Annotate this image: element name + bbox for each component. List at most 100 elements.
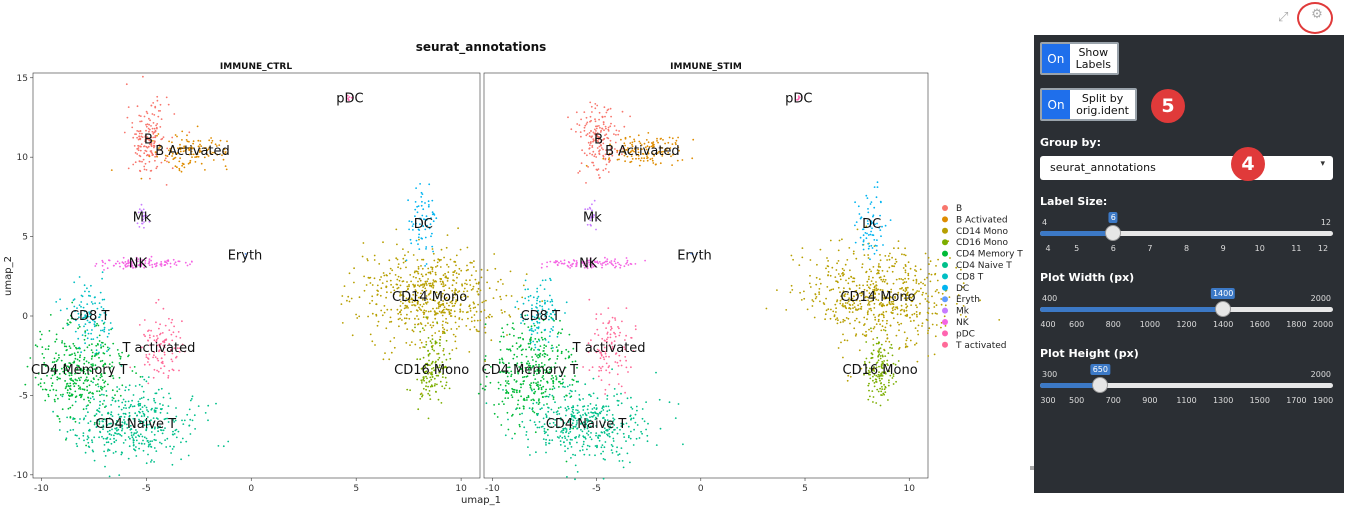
scatter-point (222, 158, 225, 161)
scatter-point (41, 346, 44, 348)
slider-handle[interactable] (1092, 377, 1109, 393)
scatter-point (96, 390, 98, 393)
scatter-point (540, 388, 543, 391)
scatter-point (537, 412, 539, 415)
scatter-point (430, 378, 433, 381)
scatter-point (170, 151, 172, 154)
scatter-point (376, 324, 379, 327)
scatter-point (905, 281, 908, 283)
scatter-point (181, 437, 184, 440)
scatter-point (411, 329, 414, 332)
scatter-point (435, 312, 438, 315)
y-tick-label: 10 (17, 153, 29, 163)
scatter-point (186, 134, 188, 137)
scatter-point (608, 161, 610, 164)
scatter-point (189, 433, 192, 435)
scatter-point (868, 389, 870, 392)
scatter-point (113, 264, 115, 267)
plot-width-slider[interactable]: 400 2000 1400 400 600 800 1000 1200 1400 1600 1… (1040, 288, 1333, 334)
scatter-point (583, 126, 586, 129)
scatter-point (790, 284, 793, 287)
scatter-point (458, 290, 461, 293)
scatter-point (138, 324, 141, 326)
scatter-point (432, 220, 435, 223)
scatter-point (388, 321, 391, 323)
scatter-point (575, 111, 578, 114)
scatter-point (459, 303, 462, 306)
scatter-point (343, 285, 346, 287)
scatter-point (389, 340, 392, 343)
scatter-point (425, 248, 427, 250)
scatter-point (873, 382, 876, 384)
scatter-point (417, 236, 420, 239)
scatter-point (879, 200, 882, 203)
scatter-point (167, 375, 170, 377)
scatter-point (582, 366, 584, 368)
slider-handle[interactable] (1215, 301, 1232, 317)
scatter-point (922, 282, 924, 285)
show-labels-toggle[interactable]: On Show Labels (1040, 42, 1119, 75)
scatter-point (818, 278, 821, 280)
scatter-point (543, 432, 546, 435)
scatter-point (855, 284, 858, 287)
scatter-point (537, 385, 539, 388)
scatter-point (208, 139, 211, 142)
scatter-point (72, 380, 75, 383)
scatter-point (629, 437, 632, 440)
scatter-point (545, 451, 547, 454)
scatter-point (87, 404, 89, 407)
scatter-point (166, 412, 169, 414)
scatter-point (167, 376, 170, 379)
group-by-select[interactable]: seurat_annotations ▾ (1040, 156, 1333, 180)
facet-label-ctrl: IMMUNE_CTRL (220, 62, 292, 72)
scatter-point (606, 331, 609, 334)
scatter-point (572, 412, 575, 414)
scatter-point (412, 254, 415, 256)
scatter-point (96, 336, 99, 339)
scatter-point (151, 427, 153, 429)
scatter-point (846, 259, 849, 261)
cluster-label: DC (862, 217, 881, 232)
scatter-point (539, 345, 542, 347)
scatter-point (818, 293, 821, 295)
scatter-point (584, 412, 587, 415)
scatter-point (47, 345, 50, 347)
scatter-point (145, 169, 148, 171)
scatter-point (441, 385, 444, 388)
scatter-point (546, 403, 548, 405)
scatter-point (592, 392, 595, 395)
scatter-point (421, 327, 424, 330)
scatter-point (414, 326, 416, 329)
scatter-point (436, 265, 439, 267)
scatter-point (944, 325, 947, 327)
scatter-point (52, 388, 55, 391)
scatter-point (216, 153, 219, 156)
scatter-point (933, 306, 936, 308)
scatter-point (91, 395, 94, 398)
slider-handle[interactable] (1105, 225, 1122, 241)
scatter-point (530, 382, 533, 384)
scatter-point (373, 259, 376, 261)
scatter-point (44, 348, 47, 350)
scatter-point (423, 346, 426, 349)
legend-key (942, 273, 948, 280)
split-toggle[interactable]: On Split by orig.ident (1040, 88, 1137, 121)
scatter-point (815, 296, 818, 298)
scatter-point (532, 410, 534, 413)
scatter-point (139, 130, 142, 133)
scatter-point (383, 305, 386, 307)
scatter-point (148, 123, 151, 126)
scatter-point (207, 419, 209, 422)
label-size-slider[interactable]: 4 12 6 4 5 6 7 8 9 10 11 12 (1040, 212, 1333, 258)
scatter-point (121, 429, 123, 432)
scatter-point (571, 439, 573, 441)
scatter-point (870, 270, 872, 273)
expand-icon[interactable]: ⤢ (1278, 10, 1289, 25)
scatter-point (592, 377, 595, 380)
scatter-point (432, 307, 434, 310)
scatter-point (431, 360, 434, 363)
scatter-point (164, 154, 167, 157)
scatter-point (428, 380, 431, 383)
scatter-point (617, 261, 619, 264)
plot-height-slider[interactable]: 300 2000 650 300 500 700 900 1100 1300 1500 170… (1040, 364, 1333, 410)
